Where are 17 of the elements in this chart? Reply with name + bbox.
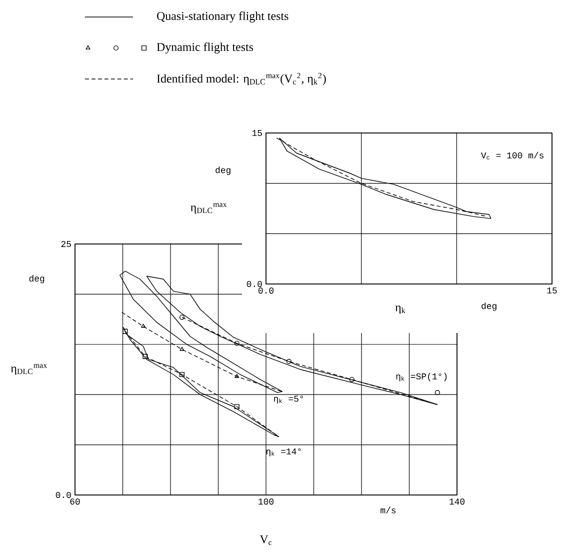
- legend-label: Quasi-stationary flight tests: [157, 11, 288, 22]
- legend-label: Dynamic flight tests: [156, 42, 254, 54]
- x-axis-title: η$_{k}$: [395, 306, 406, 314]
- text: deg: [216, 166, 230, 175]
- text: deg: [482, 302, 496, 311]
- annotation: η$_{k}$ =14°: [266, 448, 301, 456]
- text: m/s: [380, 506, 396, 514]
- x-tick-label: 140: [450, 498, 465, 505]
- annotation: η$_{k}$ =5°: [274, 396, 303, 404]
- x-axis-title: V$_{c}$: [260, 535, 272, 546]
- text: deg: [29, 274, 44, 284]
- x-tick-label: 60: [70, 498, 80, 505]
- annotation: η$_{k}$ =SP(1°): [396, 372, 447, 382]
- x-tick-label: 100: [258, 498, 274, 505]
- text: Identified model: η$_{DLC}$$^{max}$(V$_{c}$$^{2}$, η$_{k}$$^{2}$): [156, 72, 326, 86]
- y-tick-label: 25: [61, 240, 71, 248]
- annotation: V$_{c}$ = 100 m/s: [480, 152, 544, 160]
